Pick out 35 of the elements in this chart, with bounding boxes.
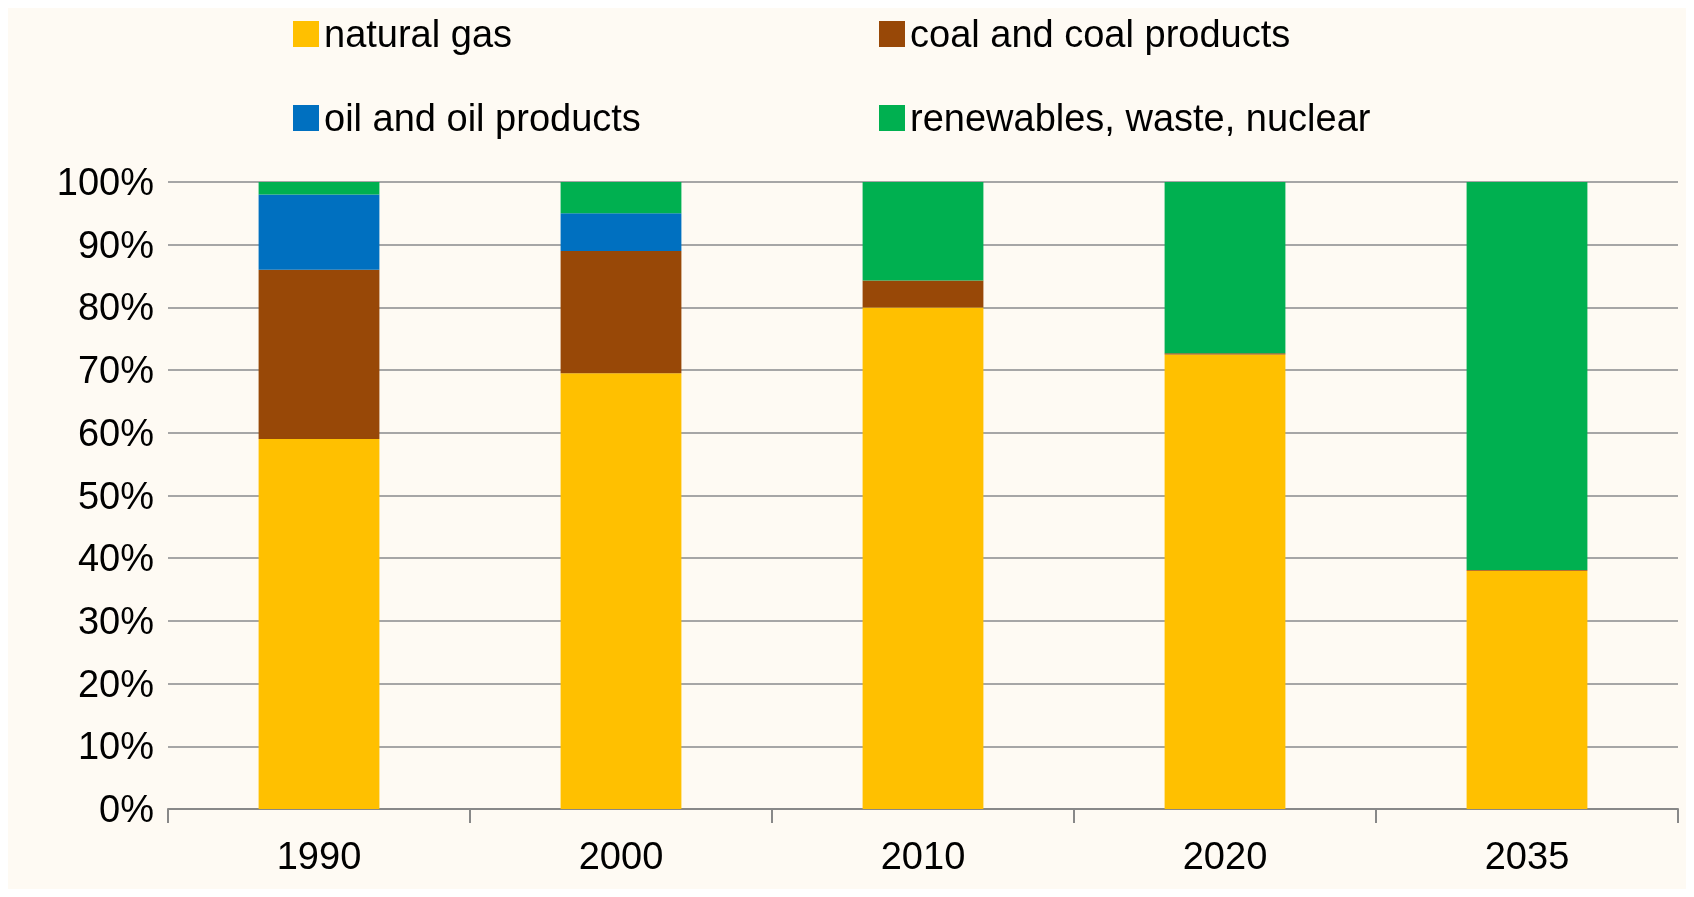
- y-tick-label: 90%: [77, 223, 154, 266]
- bar: [1164, 182, 1286, 354]
- legend-label: coal and coal products: [910, 13, 1291, 55]
- x-tick-label: 2000: [578, 835, 664, 877]
- bar: [862, 307, 984, 809]
- y-tick-label: 10%: [77, 725, 154, 768]
- bar: [560, 213, 682, 251]
- y-tick-label: 20%: [77, 662, 154, 705]
- y-tick-label: 70%: [77, 349, 154, 392]
- bar: [560, 373, 682, 809]
- bar: [258, 439, 380, 809]
- bar: [560, 250, 682, 374]
- x-tick-label: 2020: [1182, 835, 1268, 877]
- bar: [560, 182, 682, 214]
- legend-label: natural gas: [324, 13, 513, 55]
- y-tick-label: 0%: [99, 788, 154, 830]
- bar: [258, 194, 380, 270]
- legend-label: renewables, waste, nuclear: [910, 97, 1371, 139]
- legend-label: oil and oil products: [324, 97, 641, 139]
- bar: [258, 269, 380, 440]
- y-tick-label: 100%: [56, 161, 154, 203]
- x-tick-label: 1990: [276, 835, 362, 877]
- bar: [1466, 182, 1588, 571]
- bar: [1466, 570, 1588, 809]
- x-tick-label: 2035: [1484, 835, 1570, 877]
- y-tick-label: 40%: [77, 537, 154, 580]
- bar: [862, 182, 984, 281]
- y-tick-label: 50%: [77, 474, 154, 517]
- bar: [258, 182, 380, 195]
- y-tick-label: 80%: [77, 286, 154, 329]
- x-tick-label: 2010: [880, 835, 966, 877]
- bar: [1164, 354, 1286, 809]
- bar: [862, 280, 984, 308]
- y-tick-label: 60%: [77, 411, 154, 454]
- y-tick-label: 30%: [77, 599, 154, 642]
